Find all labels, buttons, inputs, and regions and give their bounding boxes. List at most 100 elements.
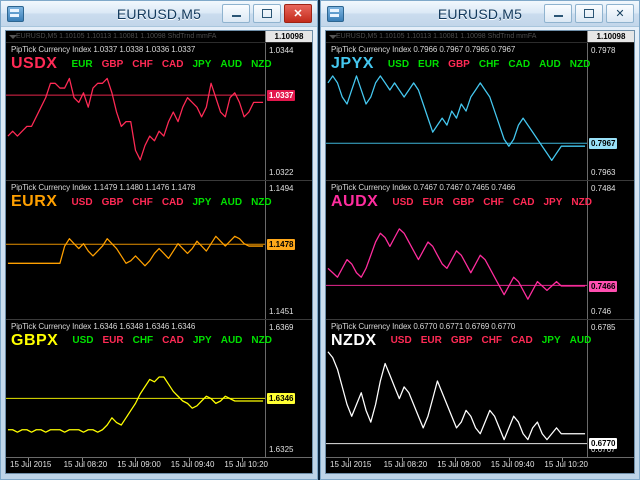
price-scale-usdx[interactable]: 1.0344 1.0322 1.0337 <box>266 43 312 180</box>
pair-label-gbp: GBP <box>448 58 470 70</box>
restore-glyph <box>262 9 272 18</box>
chart-panel-jpyx[interactable]: PipTick Currency Index 0.7966 0.7967 0.7… <box>326 43 634 182</box>
scale-tick-top: 0.7484 <box>591 184 616 194</box>
plot-area-eurx[interactable] <box>6 181 266 319</box>
index-name-usdx: USDX <box>11 55 58 72</box>
chart-panel-usdx[interactable]: PipTick Currency Index 1.0337 1.0338 1.0… <box>6 43 312 182</box>
close-icon: ✕ <box>615 8 625 20</box>
restore-button[interactable] <box>575 4 603 23</box>
current-price-badge: 1.1478 <box>267 239 296 251</box>
index-name-jpyx: JPYX <box>331 55 374 72</box>
title-bar[interactable]: EURUSD,M5 ✕ <box>1 1 317 27</box>
title-bar[interactable]: EURUSD,M5 ✕ <box>321 1 639 27</box>
time-tick <box>348 458 349 462</box>
current-price-badge: 0.7967 <box>589 138 618 150</box>
plot-area-audx[interactable] <box>326 181 588 319</box>
price-scale-jpyx[interactable]: 0.7978 0.7963 0.7967 <box>588 43 634 180</box>
pair-label-aud: AUD <box>569 335 592 347</box>
time-tick <box>135 458 137 462</box>
collapse-arrow-icon[interactable] <box>9 35 17 39</box>
pair-label-cad: CAD <box>162 335 184 347</box>
price-line-svg <box>326 228 587 301</box>
current-price-badge: 1.6346 <box>267 392 296 404</box>
price-scale-nzdx[interactable]: 0.6785 0.6767 0.6770 <box>588 320 634 457</box>
pair-label-nzd: NZD <box>571 196 592 208</box>
chart-panel-nzdx[interactable]: PipTick Currency Index 0.6770 0.6771 0.6… <box>326 319 634 457</box>
index-name-gbpx: GBPX <box>11 331 59 349</box>
window-gap <box>318 0 320 480</box>
pair-label-chf: CHF <box>478 58 500 70</box>
scale-tick-top: 0.7978 <box>591 46 616 55</box>
minimize-button[interactable] <box>544 4 572 23</box>
pair-label-chf: CHF <box>132 196 153 208</box>
chart-window-right[interactable]: EURUSD,M5 ✕ EURUSD,M5 1.10105 1.10113 1.… <box>320 0 640 480</box>
scale-tick-bottom: 1.0322 <box>269 168 294 178</box>
pair-label-cad: CAD <box>508 58 531 70</box>
collapse-arrow-icon[interactable] <box>329 35 337 39</box>
panel-legend: AUDX USD EUR GBP CHF CAD JPY NZD <box>331 193 630 211</box>
pair-label-aud: AUD <box>220 196 243 208</box>
pair-label-eur: EUR <box>102 335 124 347</box>
plot-area-nzdx[interactable] <box>326 319 588 457</box>
time-label: 15 Jul 08:20 <box>63 460 108 469</box>
time-label: 15 Jul 2015 <box>10 460 52 469</box>
time-axis[interactable]: 15 Jul 2015 15 Jul 08:20 15 Jul 09:00 15 Ju… <box>326 457 634 473</box>
price-scale-gbpx[interactable]: 1.6369 1.6325 1.6346 <box>266 320 312 457</box>
window-controls[interactable]: ✕ <box>222 4 317 23</box>
chart-canvas[interactable]: EURUSD,M5 1.10105 1.10113 1.10081 1.1009… <box>5 30 313 474</box>
scale-tick-bottom: 0.746 <box>591 306 612 316</box>
pair-label-usd: USD <box>392 196 414 208</box>
pair-label-aud: AUD <box>539 58 561 70</box>
price-scale-eurx[interactable]: 1.1494 1.1451 1.1478 <box>266 181 312 318</box>
chart-panel-eurx[interactable]: PipTick Currency Index 1.1479 1.1480 1.1… <box>6 181 312 320</box>
time-tick <box>562 458 564 462</box>
plot-area-jpyx[interactable] <box>326 43 588 181</box>
time-label: 15 Jul 10:20 <box>224 460 268 469</box>
panel-legend: NZDX USD EUR GBP CHF CAD JPY AUD <box>331 332 630 350</box>
pair-label-nzd: NZD <box>251 335 272 347</box>
pair-label-gbp: GBP <box>452 196 475 208</box>
index-name-audx: AUDX <box>331 193 379 211</box>
time-axis[interactable]: 15 Jul 2015 15 Jul 08:20 15 Jul 09:00 15 Ju… <box>6 457 312 473</box>
pair-label-jpy: JPY <box>192 196 212 208</box>
chart-window-icon <box>327 5 344 22</box>
chart-canvas[interactable]: EURUSD,M5 1.10105 1.10113 1.10081 1.1009… <box>325 30 635 474</box>
background-chart-header: EURUSD,M5 1.10105 1.10113 1.10081 1.1009… <box>326 31 634 43</box>
panel-header-text: PipTick Currency Index 0.6770 0.6771 0.6… <box>331 321 516 331</box>
time-tick <box>508 458 510 462</box>
pair-label-cad: CAD <box>512 196 535 208</box>
time-tick <box>28 458 29 462</box>
close-button[interactable]: ✕ <box>284 4 312 23</box>
chart-panel-audx[interactable]: PipTick Currency Index 0.7467 0.7467 0.7… <box>326 181 634 320</box>
window-controls[interactable]: ✕ <box>544 4 639 23</box>
close-button[interactable]: ✕ <box>606 4 634 23</box>
current-price-badge: 1.0337 <box>267 90 296 102</box>
plot-area-gbpx[interactable] <box>6 319 266 457</box>
panel-stack: PipTick Currency Index 1.0337 1.0338 1.0… <box>6 43 312 457</box>
pair-label-chf: CHF <box>132 58 153 70</box>
price-line-svg <box>326 75 587 161</box>
background-chart-text: EURUSD,M5 1.10105 1.10113 1.10081 1.1009… <box>16 33 217 40</box>
panel-legend: USDX EUR GBP CHF CAD JPY AUD NZD <box>11 55 308 73</box>
chart-window-left[interactable]: EURUSD,M5 ✕ EURUSD,M5 1.10105 1.10113 1.… <box>0 0 318 480</box>
scale-tick-top: 1.6369 <box>269 322 294 332</box>
chart-panel-gbpx[interactable]: PipTick Currency Index 1.6346 1.6348 1.6… <box>6 319 312 457</box>
panel-legend: JPYX USD EUR GBP CHF CAD AUD NZD <box>331 55 630 73</box>
time-label: 15 Jul 2015 <box>330 460 372 469</box>
restore-button[interactable] <box>253 4 281 23</box>
index-name-eurx: EURX <box>11 193 58 211</box>
background-chart-header: EURUSD,M5 1.10105 1.10113 1.10081 1.1009… <box>6 31 312 43</box>
scale-tick-bottom: 0.7963 <box>591 168 616 178</box>
pair-label-usd: USD <box>71 196 93 208</box>
price-line-svg <box>6 376 265 433</box>
plot-area-usdx[interactable] <box>6 43 266 181</box>
scale-tick-bottom: 1.6325 <box>269 444 294 454</box>
time-label: 15 Jul 09:40 <box>170 460 215 469</box>
time-label: 15 Jul 09:40 <box>490 460 535 469</box>
minimize-button[interactable] <box>222 4 250 23</box>
panel-header-text: PipTick Currency Index 1.1479 1.1480 1.1… <box>11 183 196 193</box>
price-scale-audx[interactable]: 0.7484 0.746 0.7466 <box>588 181 634 318</box>
bid-price-badge: 1.10098 <box>587 31 634 42</box>
pair-label-usd: USD <box>387 58 410 70</box>
pair-label-jpy: JPY <box>192 58 212 70</box>
